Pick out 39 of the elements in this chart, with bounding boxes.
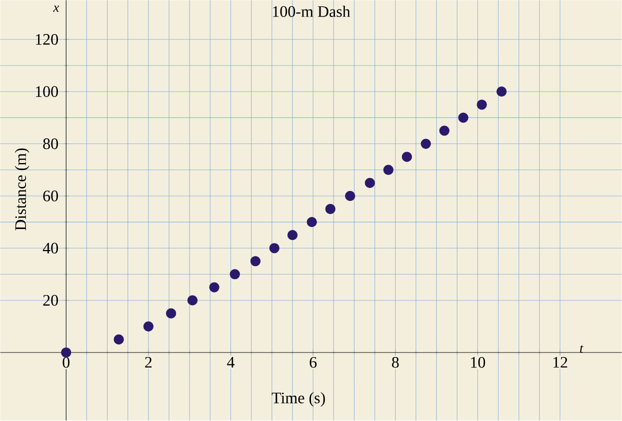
point <box>496 86 507 97</box>
x-tick-label: 2 <box>145 357 152 368</box>
x-tick-label: 6 <box>310 357 317 368</box>
point <box>420 138 431 150</box>
x-tick-label: 12 <box>553 357 568 368</box>
y-tick-label: 20 <box>43 295 58 306</box>
point <box>402 152 412 162</box>
y-tick-label: 120 <box>36 34 58 45</box>
x-tick-label: 0 <box>62 357 70 368</box>
x-tick-label: 4 <box>227 357 235 368</box>
point <box>143 322 154 332</box>
point <box>383 164 394 176</box>
point <box>325 204 336 214</box>
point <box>287 230 298 240</box>
point <box>306 217 317 228</box>
point <box>166 308 176 319</box>
chart-title: 100-m Dash <box>273 6 350 18</box>
point <box>114 334 124 345</box>
x-tick-label: 10 <box>471 357 486 368</box>
x-axis-title: Time (s) <box>272 392 325 407</box>
y-tick-label: 80 <box>43 138 58 150</box>
annotation: x <box>53 6 60 12</box>
point <box>364 178 375 188</box>
point <box>269 243 280 254</box>
annotation: t <box>580 345 584 353</box>
point <box>458 112 468 123</box>
point <box>250 256 261 266</box>
x-tick-label: 8 <box>392 357 399 368</box>
point <box>439 126 450 136</box>
point <box>187 295 198 306</box>
y-tick-label: 60 <box>43 190 58 202</box>
y-tick-label: 100 <box>36 86 58 98</box>
y-tick-label: 40 <box>42 242 58 254</box>
point <box>61 348 72 358</box>
point <box>476 100 487 110</box>
point <box>230 269 240 280</box>
point <box>209 282 220 293</box>
y-axis-title: Distance (m) <box>14 148 30 231</box>
point <box>345 191 356 202</box>
